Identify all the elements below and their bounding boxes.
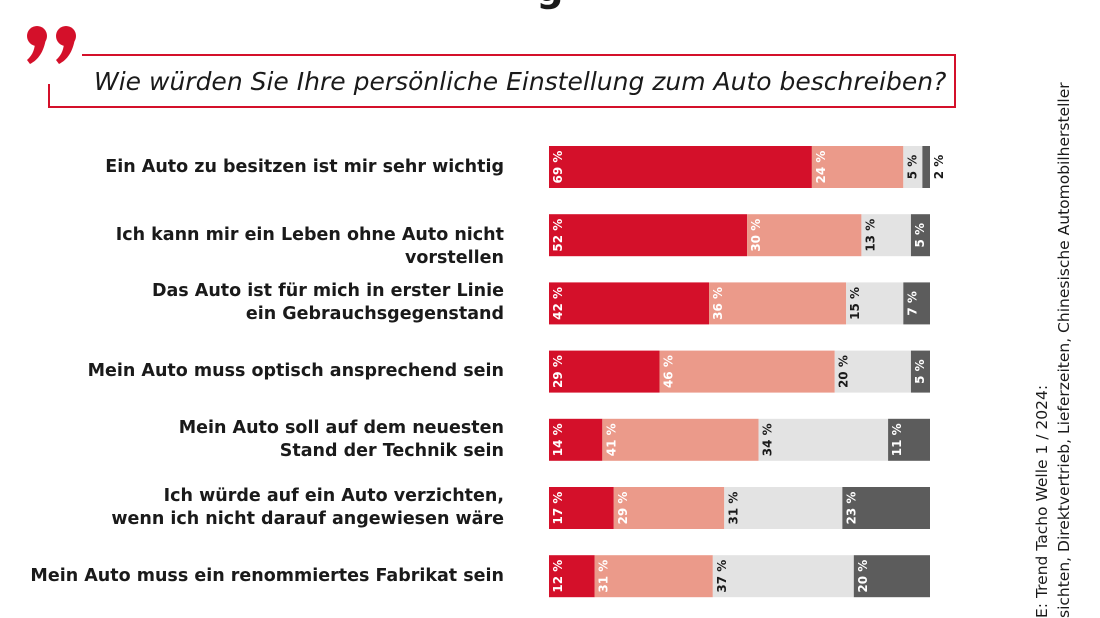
bar-segment	[888, 418, 930, 461]
data-label: 29 %	[551, 355, 565, 388]
source-line-2: sichten, Direktvertrieb, Lieferzeiten, C…	[1055, 82, 1073, 618]
bar-segment	[903, 282, 930, 325]
bar-segment	[659, 350, 835, 393]
data-label: 37 %	[715, 560, 729, 593]
data-label: 20 %	[837, 355, 851, 388]
bar-segment	[549, 350, 660, 393]
bar-segment	[613, 487, 725, 529]
data-label: 52 %	[551, 219, 565, 252]
question-frame	[48, 54, 956, 108]
category-label: Mein Auto soll auf dem neuesten Stand der…	[178, 417, 504, 461]
data-label: 11 %	[890, 423, 904, 456]
bar-segment	[861, 214, 911, 257]
bar-segment	[758, 418, 889, 461]
data-label: 34 %	[761, 423, 775, 456]
bar-segment	[549, 487, 614, 529]
category-label: Ein Auto zu besitzen ist mir sehr wichti…	[105, 156, 504, 177]
source-note: E: Trend Tacho Welle 1 / 2024: sichten, …	[1031, 82, 1075, 618]
bar-segment	[842, 487, 930, 529]
bar-segment	[594, 555, 713, 598]
data-label: 14 %	[551, 423, 565, 456]
data-label: 7 %	[905, 291, 919, 316]
data-label: 5 %	[905, 155, 919, 180]
chart-title-cut-off: g	[0, 0, 1100, 18]
data-label: 69 %	[551, 151, 565, 184]
data-label: 30 %	[749, 219, 763, 252]
data-label: 36 %	[711, 287, 725, 320]
survey-question: Wie würden Sie Ihre persönliche Einstell…	[94, 67, 947, 96]
bar-segment	[549, 146, 812, 188]
data-label: 41 %	[604, 423, 618, 456]
data-label: 29 %	[616, 492, 630, 525]
category-label: Ich würde auf ein Auto verzichten, wenn i…	[111, 486, 504, 529]
data-label: 20 %	[856, 560, 870, 593]
bar-segment	[549, 555, 595, 598]
bar-segment	[853, 555, 930, 598]
bar-segment	[910, 350, 930, 393]
bar-segment	[602, 418, 759, 461]
data-label: 46 %	[661, 355, 675, 388]
data-label: 42 %	[551, 287, 565, 320]
category-label: Ich kann mir ein Leben ohne Auto nicht v…	[115, 224, 504, 268]
bar-segment	[709, 282, 847, 325]
bar-segment	[549, 282, 710, 325]
category-label: Das Auto ist für mich in erster Linie ein…	[151, 281, 504, 325]
data-label: 5 %	[913, 223, 927, 248]
data-label: 17 %	[551, 492, 565, 525]
bar-segment	[549, 214, 748, 257]
bar-segment	[922, 146, 930, 188]
data-label: 2 %	[932, 155, 946, 180]
category-label: Mein Auto muss optisch ansprechend sein	[87, 361, 504, 382]
category-label: Mein Auto muss ein renommiertes Fabrikat…	[30, 565, 504, 586]
data-label: 31 %	[597, 560, 611, 593]
bar-segment	[834, 350, 911, 393]
data-label: 13 %	[863, 219, 877, 252]
data-label: 5 %	[913, 359, 927, 384]
bar-segment	[910, 214, 930, 257]
bar-segment	[549, 418, 603, 461]
bar-segment	[846, 282, 904, 325]
bar-segment	[712, 555, 854, 598]
data-label: 31 %	[726, 492, 740, 525]
data-label: 23 %	[844, 492, 858, 525]
source-line-1: E: Trend Tacho Welle 1 / 2024:	[1033, 384, 1051, 618]
bar-segment	[811, 146, 904, 188]
data-label: 15 %	[848, 287, 862, 320]
quotation-mark-icon	[22, 22, 82, 82]
data-label: 24 %	[814, 151, 828, 184]
bar-segment	[747, 214, 862, 257]
bar-segment	[903, 146, 923, 188]
bar-segment	[724, 487, 843, 529]
data-label: 12 %	[551, 560, 565, 593]
